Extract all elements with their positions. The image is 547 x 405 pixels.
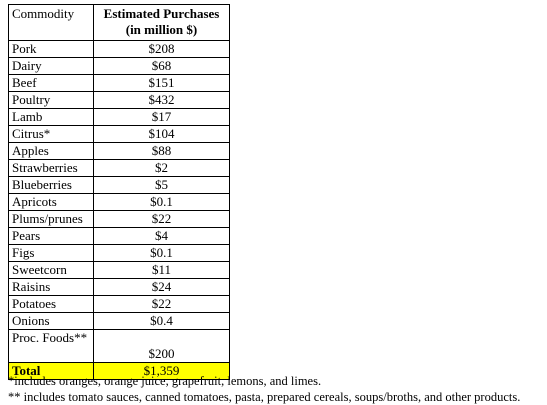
commodity-cell: Apples	[8, 142, 94, 160]
value-cell: $88	[93, 142, 230, 160]
table-row: Poultry $432	[8, 91, 230, 109]
table-row: Lamb $17	[8, 108, 230, 126]
total-row: Total $1,359	[8, 362, 230, 380]
table-row: Potatoes $22	[8, 295, 230, 313]
commodity-cell: Dairy	[8, 57, 94, 75]
commodity-cell: Pork	[8, 40, 94, 58]
header-value-line-1: Estimated Purchases	[103, 6, 220, 21]
value-cell: $432	[93, 91, 230, 109]
total-label: Total	[8, 362, 94, 380]
value-cell: $68	[93, 57, 230, 75]
table-row: Dairy $68	[8, 57, 230, 75]
commodity-cell: Plums/prunes	[8, 210, 94, 228]
value-cell: $0.1	[93, 193, 230, 211]
footnote-processed-foods: ** includes tomato sauces, canned tomato…	[8, 390, 521, 404]
commodity-cell: Raisins	[8, 278, 94, 296]
commodity-column-header: Commodity	[8, 4, 94, 41]
table-row: Onions $0.4	[8, 312, 230, 330]
table-row: Beef $151	[8, 74, 230, 92]
total-value: $1,359	[93, 362, 230, 380]
commodity-cell: Blueberries	[8, 176, 94, 194]
table-row: Pears $4	[8, 227, 230, 245]
value-cell: $151	[93, 74, 230, 92]
estimated-purchases-column-header: Estimated Purchases (in million $)	[93, 4, 230, 41]
commodity-cell: Beef	[8, 74, 94, 92]
footnotes: *includes oranges, orange juice, grapefr…	[8, 373, 520, 405]
value-cell: $22	[93, 295, 230, 313]
commodity-cell: Citrus*	[8, 125, 94, 143]
footnote-citrus: *includes oranges, orange juice, grapefr…	[8, 374, 322, 388]
table-row: Figs $0.1	[8, 244, 230, 262]
value-cell: $5	[93, 176, 230, 194]
value-cell: $0.4	[93, 312, 230, 330]
value-cell: $22	[93, 210, 230, 228]
commodity-cell: Apricots	[8, 193, 94, 211]
table-header-row: Commodity Estimated Purchases (in millio…	[8, 4, 230, 41]
commodity-cell: Strawberries	[8, 159, 94, 177]
header-value-line-2: (in million $)	[125, 22, 198, 37]
commodity-cell: Figs	[8, 244, 94, 262]
value-cell: $17	[93, 108, 230, 126]
value-cell: $2	[93, 159, 230, 177]
value-cell: $0.1	[93, 244, 230, 262]
table-row: Apples $88	[8, 142, 230, 160]
table-row: Blueberries $5	[8, 176, 230, 194]
table-row: Citrus* $104	[8, 125, 230, 143]
commodity-cell: Onions	[8, 312, 94, 330]
table-row: Pork $208	[8, 40, 230, 58]
table-row: Plums/prunes $22	[8, 210, 230, 228]
commodity-purchases-table: Commodity Estimated Purchases (in millio…	[8, 4, 230, 380]
commodity-cell: Lamb	[8, 108, 94, 126]
table-row: Strawberries $2	[8, 159, 230, 177]
table-row: Proc. Foods** $200	[8, 329, 230, 363]
value-cell: $11	[93, 261, 230, 279]
value-cell: $200	[93, 329, 230, 363]
value-cell: $24	[93, 278, 230, 296]
commodity-cell: Potatoes	[8, 295, 94, 313]
table-row: Raisins $24	[8, 278, 230, 296]
table-row: Apricots $0.1	[8, 193, 230, 211]
table-row: Sweetcorn $11	[8, 261, 230, 279]
value-cell: $4	[93, 227, 230, 245]
commodity-cell: Pears	[8, 227, 94, 245]
commodity-cell: Proc. Foods**	[8, 329, 94, 363]
commodity-cell: Poultry	[8, 91, 94, 109]
value-cell: $104	[93, 125, 230, 143]
value-cell: $208	[93, 40, 230, 58]
commodity-cell: Sweetcorn	[8, 261, 94, 279]
